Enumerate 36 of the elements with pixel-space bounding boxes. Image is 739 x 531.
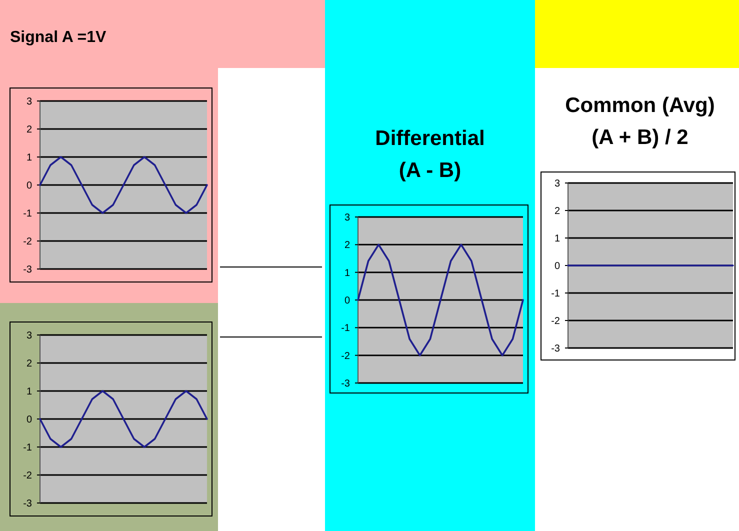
y-tick-label: -2 <box>23 470 32 482</box>
y-tick-label: 3 <box>26 96 32 108</box>
y-tick-label: 1 <box>26 386 32 398</box>
y-tick-label: 1 <box>554 234 560 244</box>
y-tick-label: 2 <box>26 124 32 136</box>
y-tick-label: -1 <box>341 323 350 334</box>
chart-subtitle: (A + B) / 2 <box>592 126 688 149</box>
y-tick-label: 0 <box>554 261 560 272</box>
y-tick-label: -1 <box>23 208 32 220</box>
y-tick-label: 1 <box>344 268 350 279</box>
chart-title: Common (Avg) <box>565 94 715 117</box>
chart-subtitle: (A - B) <box>398 159 462 182</box>
line-series <box>39 156 208 214</box>
y-tick-label: 3 <box>26 330 32 342</box>
y-tick-label: 3 <box>344 212 350 224</box>
y-tick-label: 2 <box>344 240 350 252</box>
line-series <box>39 390 208 448</box>
y-tick-label: 0 <box>26 414 32 426</box>
y-tick-label: 2 <box>554 206 560 217</box>
y-tick-label: 3 <box>554 178 560 190</box>
y-tick-label: 0 <box>26 180 32 192</box>
y-tick-label: 2 <box>26 358 32 370</box>
y-tick-label: -3 <box>23 264 32 276</box>
y-tick-label: 1 <box>26 152 32 164</box>
y-tick-label: -1 <box>551 288 560 300</box>
y-tick-label: 0 <box>344 296 350 306</box>
line-series <box>357 244 524 356</box>
y-tick-label: -2 <box>341 350 350 362</box>
y-tick-label: -2 <box>551 316 560 327</box>
chart-title: Differential <box>375 127 485 150</box>
y-tick-label: -2 <box>23 236 32 248</box>
y-tick-label: -3 <box>23 498 32 510</box>
y-tick-label: -3 <box>551 344 560 354</box>
y-tick-label: -1 <box>23 442 32 454</box>
y-tick-label: -3 <box>341 378 350 390</box>
chart-title: Signal A =1V <box>10 29 107 46</box>
